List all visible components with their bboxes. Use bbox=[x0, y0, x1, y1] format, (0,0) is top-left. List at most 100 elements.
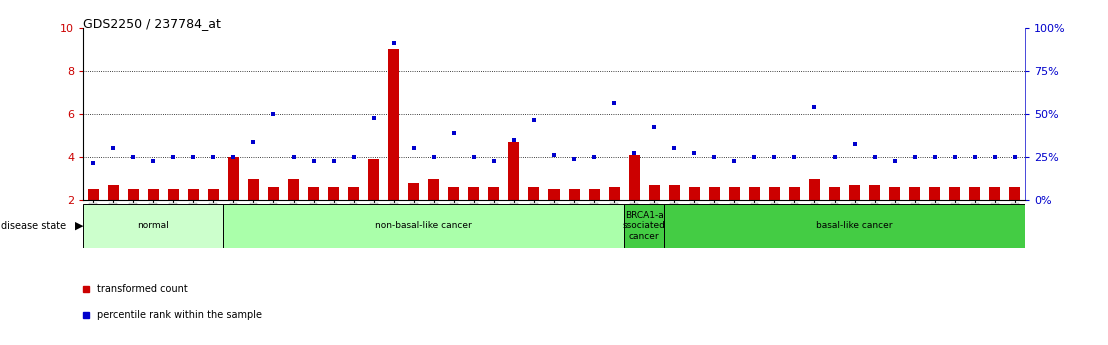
Bar bbox=[268, 187, 279, 200]
Bar bbox=[608, 187, 619, 200]
Text: disease state: disease state bbox=[1, 221, 66, 231]
Point bbox=[966, 154, 984, 160]
Bar bbox=[664, 204, 1045, 248]
Text: BRCA1-a
ssociated
cancer: BRCA1-a ssociated cancer bbox=[623, 211, 666, 241]
Point bbox=[865, 154, 883, 160]
Bar bbox=[368, 159, 379, 200]
Bar bbox=[548, 189, 560, 200]
Bar bbox=[167, 189, 178, 200]
Bar bbox=[107, 185, 119, 200]
Point bbox=[885, 159, 903, 164]
Bar bbox=[789, 187, 800, 200]
Bar bbox=[328, 187, 339, 200]
Text: basal-like cancer: basal-like cancer bbox=[817, 221, 893, 230]
Point bbox=[666, 146, 684, 151]
Point bbox=[926, 154, 944, 160]
Point bbox=[645, 124, 663, 130]
Point bbox=[605, 100, 623, 106]
Bar bbox=[1009, 187, 1020, 200]
Bar bbox=[669, 185, 679, 200]
Point bbox=[365, 115, 382, 121]
Bar bbox=[624, 204, 664, 248]
Point bbox=[325, 159, 342, 164]
Point bbox=[184, 154, 202, 160]
Bar bbox=[509, 142, 520, 200]
Bar bbox=[429, 179, 439, 200]
Point bbox=[766, 154, 783, 160]
Point bbox=[345, 154, 362, 160]
Point bbox=[84, 161, 102, 166]
Point bbox=[686, 150, 704, 155]
Bar bbox=[288, 179, 299, 200]
Point bbox=[205, 154, 223, 160]
Bar bbox=[829, 187, 840, 200]
Point bbox=[786, 154, 803, 160]
Text: transformed count: transformed count bbox=[98, 284, 187, 294]
Bar bbox=[208, 189, 219, 200]
Bar bbox=[689, 187, 700, 200]
Point bbox=[706, 154, 724, 160]
Bar bbox=[83, 204, 224, 248]
Bar bbox=[910, 187, 921, 200]
Bar bbox=[930, 187, 941, 200]
Bar bbox=[950, 187, 961, 200]
Point bbox=[585, 154, 603, 160]
Bar bbox=[989, 187, 1001, 200]
Bar bbox=[869, 185, 880, 200]
Point bbox=[445, 130, 463, 136]
Bar bbox=[709, 187, 720, 200]
Point bbox=[986, 154, 1004, 160]
Point bbox=[245, 139, 263, 145]
Point bbox=[625, 150, 643, 155]
Bar bbox=[147, 189, 158, 200]
Bar bbox=[88, 189, 99, 200]
Bar bbox=[769, 187, 780, 200]
Bar bbox=[308, 187, 319, 200]
Point bbox=[565, 156, 583, 162]
Point bbox=[144, 159, 162, 164]
Point bbox=[164, 154, 182, 160]
Bar bbox=[469, 187, 480, 200]
Point bbox=[305, 159, 322, 164]
Point bbox=[525, 118, 543, 123]
Bar bbox=[889, 187, 900, 200]
Bar bbox=[529, 187, 540, 200]
Text: GDS2250 / 237784_at: GDS2250 / 237784_at bbox=[83, 17, 220, 30]
Point bbox=[424, 154, 442, 160]
Bar bbox=[849, 185, 860, 200]
Point bbox=[726, 159, 743, 164]
Point bbox=[104, 146, 122, 151]
Point bbox=[465, 154, 483, 160]
Bar bbox=[809, 179, 820, 200]
Bar bbox=[388, 49, 399, 200]
Point bbox=[124, 154, 142, 160]
Point bbox=[806, 105, 823, 110]
Bar bbox=[628, 155, 639, 200]
Bar bbox=[449, 187, 460, 200]
Point bbox=[404, 146, 422, 151]
Bar bbox=[224, 204, 624, 248]
Bar bbox=[970, 187, 981, 200]
Point bbox=[1006, 154, 1024, 160]
Point bbox=[505, 137, 523, 142]
Point bbox=[825, 154, 843, 160]
Point bbox=[384, 40, 402, 46]
Text: normal: normal bbox=[137, 221, 170, 230]
Point bbox=[285, 154, 302, 160]
Bar bbox=[648, 185, 659, 200]
Point bbox=[845, 141, 863, 147]
Bar bbox=[749, 187, 760, 200]
Point bbox=[746, 154, 763, 160]
Bar bbox=[489, 187, 500, 200]
Point bbox=[946, 154, 964, 160]
Text: non-basal-like cancer: non-basal-like cancer bbox=[376, 221, 472, 230]
Bar bbox=[588, 189, 599, 200]
Bar bbox=[127, 189, 138, 200]
Point bbox=[225, 154, 243, 160]
Point bbox=[545, 152, 563, 158]
Text: percentile rank within the sample: percentile rank within the sample bbox=[98, 310, 261, 320]
Bar bbox=[187, 189, 198, 200]
Bar bbox=[348, 187, 359, 200]
Bar bbox=[228, 157, 239, 200]
Point bbox=[485, 159, 503, 164]
